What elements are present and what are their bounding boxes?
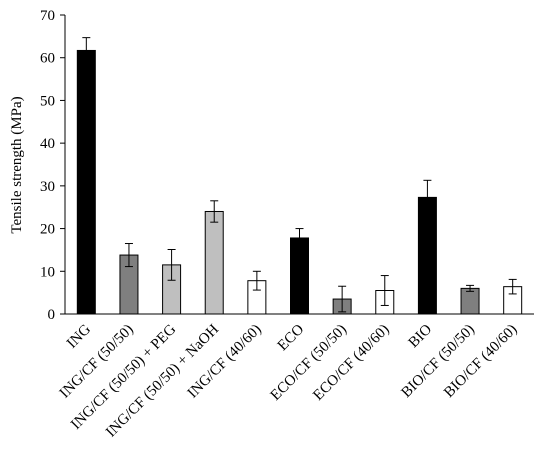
x-tick-label-1: ING/CF (50/50) xyxy=(57,322,137,402)
x-tick-label-9: BIO/CF (50/50) xyxy=(398,322,477,401)
bars xyxy=(76,49,523,315)
bar-0 xyxy=(76,49,96,315)
x-tick-label-4: ING/CF (40/60) xyxy=(185,322,265,402)
error-bar-5 xyxy=(295,228,304,248)
y-tick-label: 0 xyxy=(48,307,56,323)
error-bar-10 xyxy=(508,278,517,295)
x-tick-label-10: BIO/CF (40/60) xyxy=(441,322,520,401)
error-bar-0 xyxy=(82,37,91,64)
error-bar-1 xyxy=(124,243,133,268)
error-bar-6 xyxy=(338,285,347,313)
x-tick-label-6: ECO/CF (50/50) xyxy=(268,322,350,404)
y-axis-ticks: 0 10 20 30 40 50 60 70 xyxy=(40,8,65,323)
y-tick-label: 10 xyxy=(40,264,55,280)
y-tick-label: 50 xyxy=(40,93,55,109)
error-bar-7 xyxy=(380,275,389,306)
error-bar-8 xyxy=(423,179,432,215)
axes xyxy=(64,15,534,315)
bar-3 xyxy=(204,210,224,315)
y-tick-label: 40 xyxy=(40,136,55,152)
y-tick-label: 70 xyxy=(40,8,55,24)
x-tick-label-7: ECO/CF (40/60) xyxy=(310,322,392,404)
error-bars xyxy=(82,37,517,313)
error-bar-4 xyxy=(252,270,261,291)
y-tick-label: 60 xyxy=(40,51,55,67)
bar-9 xyxy=(460,287,480,315)
y-tick-label: 20 xyxy=(40,222,55,238)
error-bar-9 xyxy=(466,284,475,292)
x-tick-label-0: ING xyxy=(64,321,94,351)
y-axis-title: Tensile strength (MPa) xyxy=(9,96,25,233)
x-tick-label-8: BIO xyxy=(406,321,436,351)
error-bar-3 xyxy=(210,200,219,223)
y-tick-label: 30 xyxy=(40,179,55,195)
bar-5 xyxy=(290,237,309,315)
error-bar-2 xyxy=(167,249,176,281)
x-tick-label-5: ECO xyxy=(275,321,308,354)
